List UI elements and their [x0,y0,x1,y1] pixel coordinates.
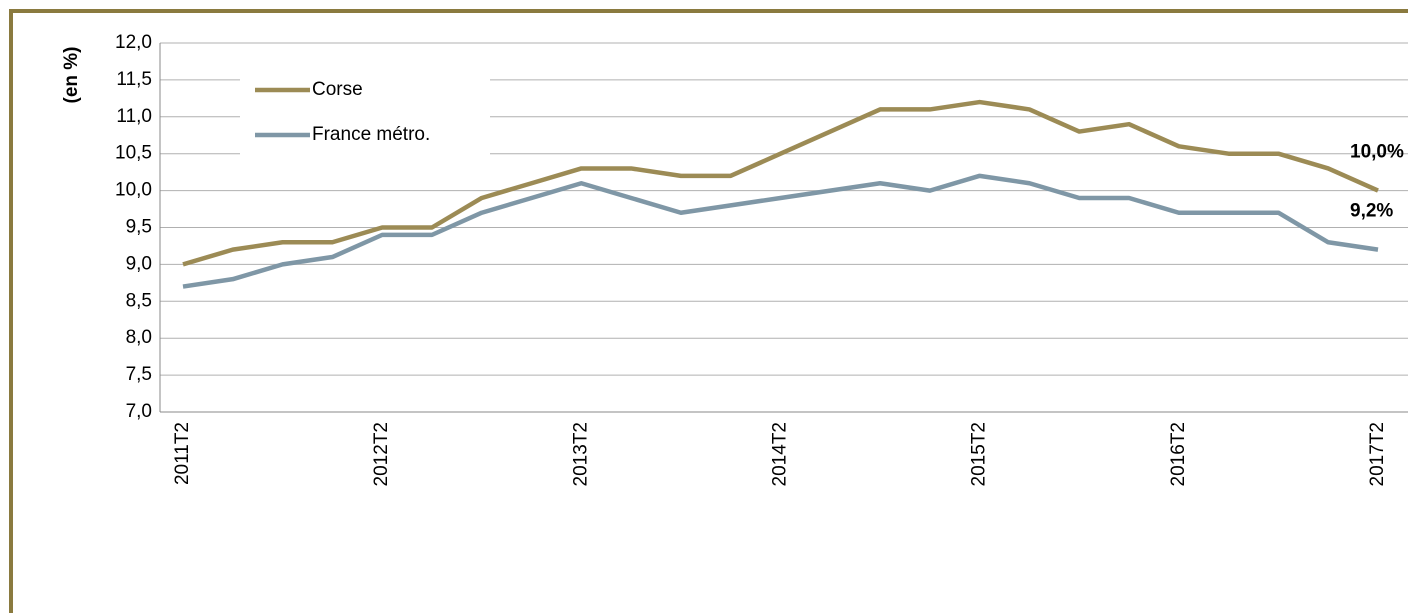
y-tick-label: 7,0 [126,401,152,422]
x-tick-label: 2014T2 [770,422,791,486]
x-tick-label: 2016T2 [1168,422,1189,486]
x-tick-label: 2012T2 [371,422,392,486]
y-tick-label: 11,0 [116,106,152,127]
y-tick-label: 10,5 [115,143,152,164]
value-label: 9,2% [1350,201,1393,222]
x-tick-label: 2017T2 [1367,422,1388,486]
x-tick-label: 2011T2 [172,422,193,485]
y-tick-label: 9,5 [126,217,152,238]
series-line [182,99,1379,267]
x-tick-label: 2013T2 [570,422,591,486]
frame [9,9,1408,613]
y-tick-label: 12,0 [115,32,152,53]
y-tick-label: 8,5 [126,290,152,311]
series-line [182,173,1379,289]
value-label: 10,0% [1350,142,1404,163]
y-tick-label: 8,0 [126,327,152,348]
y-tick-label: 11,5 [116,69,152,90]
y-tick-label: 9,0 [126,253,152,274]
y-tick-label: 10,0 [115,180,152,201]
legend-label: Corse [312,79,363,100]
x-tick-label: 2015T2 [969,422,990,486]
legend-label: France métro. [312,124,430,145]
y-axis-label: (en %) [61,47,82,104]
y-tick-label: 7,5 [126,364,152,385]
legend-box [240,68,490,158]
